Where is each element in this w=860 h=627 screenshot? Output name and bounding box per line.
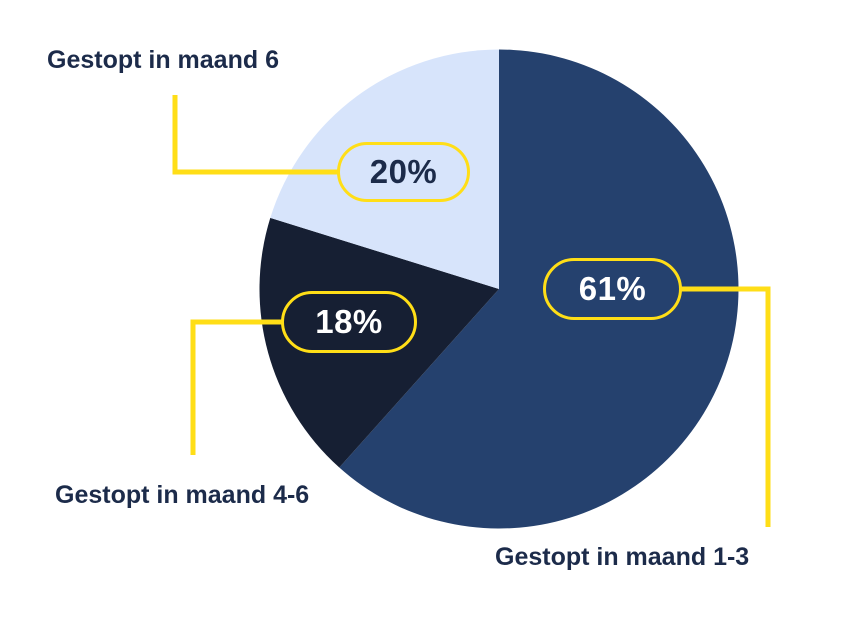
percent-value-maand-4-6: 18% <box>315 303 383 340</box>
percent-badge-maand-6: 20% <box>337 142 470 202</box>
pie-chart <box>259 49 739 529</box>
percent-badge-maand-4-6: 18% <box>281 291 417 353</box>
pie-slice-1 <box>339 49 739 529</box>
percent-value-maand-1-3: 61% <box>578 270 647 307</box>
callout-line-maand-4-6 <box>190 319 282 455</box>
slice-label-maand-1-3: Gestopt in maand 1-3 <box>495 543 750 571</box>
callout-line-maand-6 <box>172 95 338 175</box>
percent-value-maand-6: 20% <box>369 153 438 190</box>
callout-line-maand-1-3 <box>681 286 771 527</box>
percent-badge-maand-1-3: 61% <box>543 258 682 320</box>
slice-label-maand-6: Gestopt in maand 6 <box>47 46 279 74</box>
slice-label-maand-4-6: Gestopt in maand 4-6 <box>55 481 310 509</box>
